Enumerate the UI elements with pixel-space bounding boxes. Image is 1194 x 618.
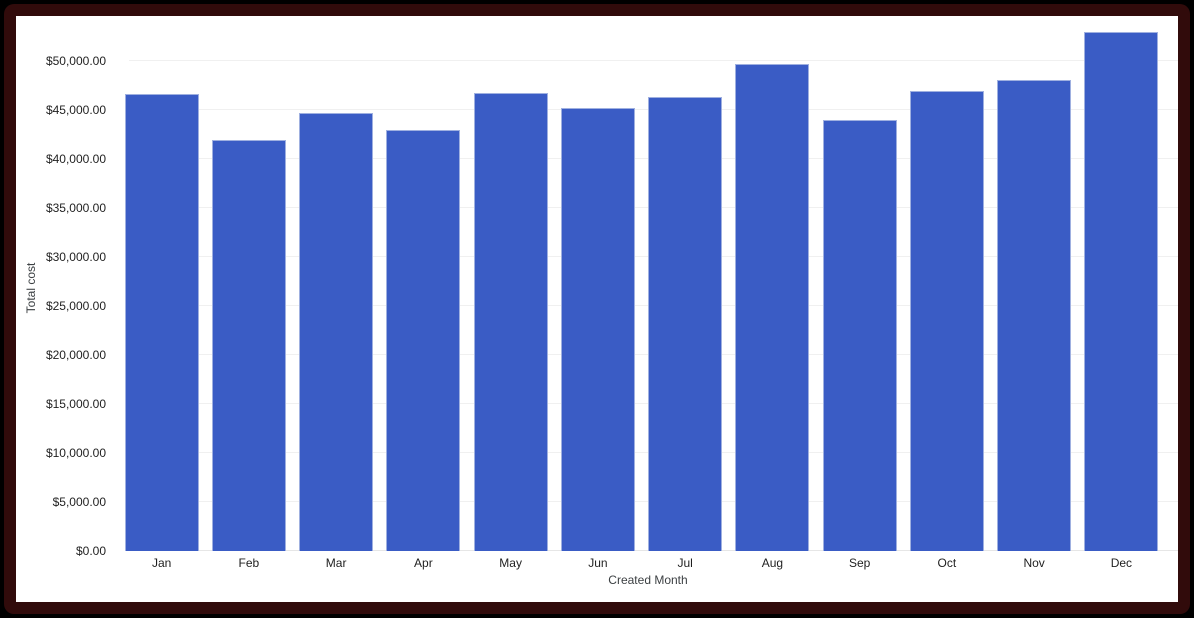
- x-tick-label: Aug: [761, 556, 784, 570]
- bar-jun[interactable]: [560, 108, 635, 551]
- plot-area: [118, 25, 1178, 551]
- bar-dec[interactable]: [1084, 31, 1159, 551]
- x-tick-label: Apr: [414, 556, 433, 570]
- bar-feb[interactable]: [211, 139, 286, 551]
- bar-slot: [729, 25, 816, 551]
- bar-slot: [293, 25, 380, 551]
- y-tick-label: $20,000.00: [45, 348, 106, 363]
- bar-slot: [554, 25, 641, 551]
- chart-card: Total cost $0.00 $5,000.00 $10,000.00 $15,0…: [4, 4, 1190, 614]
- bar-slot: [380, 25, 467, 551]
- bar-slot: [205, 25, 292, 551]
- bar-may[interactable]: [473, 92, 548, 551]
- y-tick-label: $50,000.00: [45, 54, 106, 69]
- bar-slot: [642, 25, 729, 551]
- bar-apr[interactable]: [386, 129, 461, 551]
- bar-oct[interactable]: [909, 90, 984, 551]
- x-tick-label: May: [499, 556, 522, 570]
- gridline: [129, 60, 1178, 62]
- bar-aug[interactable]: [735, 64, 810, 551]
- bar-slot: [991, 25, 1078, 551]
- x-tick-label: Dec: [1110, 556, 1133, 570]
- y-tick-label: $15,000.00: [45, 397, 106, 412]
- bar-jan[interactable]: [124, 93, 199, 551]
- x-tick-label: Sep: [848, 556, 871, 570]
- x-tick-label: Feb: [238, 556, 260, 570]
- x-tick-label: Jul: [677, 556, 693, 570]
- x-tick-label: Mar: [325, 556, 347, 570]
- bar-sep[interactable]: [822, 120, 897, 551]
- bar-slot: [467, 25, 554, 551]
- bar-slot: [903, 25, 990, 551]
- bar-slot: [118, 25, 205, 551]
- y-tick-label: $5,000.00: [52, 495, 106, 510]
- bar-mar[interactable]: [299, 113, 374, 551]
- bar-chart: Total cost $0.00 $5,000.00 $10,000.00 $15,0…: [16, 16, 1178, 602]
- y-tick-label: $45,000.00: [45, 103, 106, 118]
- y-tick-label: $25,000.00: [45, 299, 106, 314]
- x-tick-label: Nov: [1023, 556, 1045, 570]
- x-tick-label: Jun: [588, 556, 608, 570]
- y-tick-label: $10,000.00: [45, 446, 106, 461]
- y-axis-tick-labels: $0.00 $5,000.00 $10,000.00 $15,000.00 $20,00…: [16, 25, 106, 558]
- x-axis-tick-labels: Jan Feb Mar Apr May Jun Jul Aug Sep Oct Nov Dec: [118, 556, 1165, 570]
- y-tick-label: $0.00: [75, 544, 106, 558]
- bar-nov[interactable]: [997, 79, 1072, 551]
- y-tick-label: $30,000.00: [45, 250, 106, 265]
- bar-jul[interactable]: [648, 96, 723, 551]
- bar-slot: [1078, 25, 1165, 551]
- bars-row: [118, 25, 1165, 551]
- y-tick-label: $35,000.00: [45, 201, 106, 216]
- bar-slot: [816, 25, 903, 551]
- x-axis-title: Created Month: [608, 573, 688, 587]
- x-tick-label: Oct: [937, 556, 957, 570]
- y-tick-label: $40,000.00: [45, 152, 106, 167]
- x-tick-label: Jan: [151, 556, 172, 570]
